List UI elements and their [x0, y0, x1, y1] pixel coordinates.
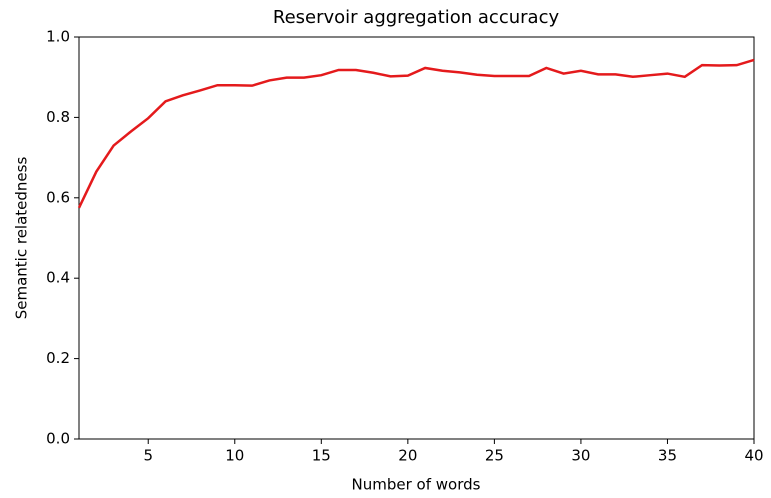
y-tick-label: 0.8 [46, 108, 70, 126]
x-tick-label: 5 [143, 447, 153, 465]
y-tick-label: 0.4 [46, 269, 70, 287]
x-axis-label: Number of words [352, 476, 481, 494]
y-tick-label: 0.0 [46, 430, 70, 448]
plot-frame [78, 36, 755, 440]
data-line [77, 58, 755, 209]
x-tick-label: 35 [658, 447, 677, 465]
x-tick-label: 15 [312, 447, 331, 465]
y-tick-label: 1.0 [46, 28, 70, 46]
y-tick-label: 0.2 [46, 349, 70, 367]
y-axis-label: Semantic relatedness [13, 157, 31, 320]
x-tick-label: 40 [744, 447, 763, 465]
x-tick-label: 30 [571, 447, 590, 465]
x-tick-label: 20 [398, 447, 417, 465]
x-tick-label: 10 [225, 447, 244, 465]
x-tick-label: 25 [485, 447, 504, 465]
chart-title: Reservoir aggregation accuracy [273, 7, 560, 28]
y-tick-label: 0.6 [46, 188, 70, 206]
